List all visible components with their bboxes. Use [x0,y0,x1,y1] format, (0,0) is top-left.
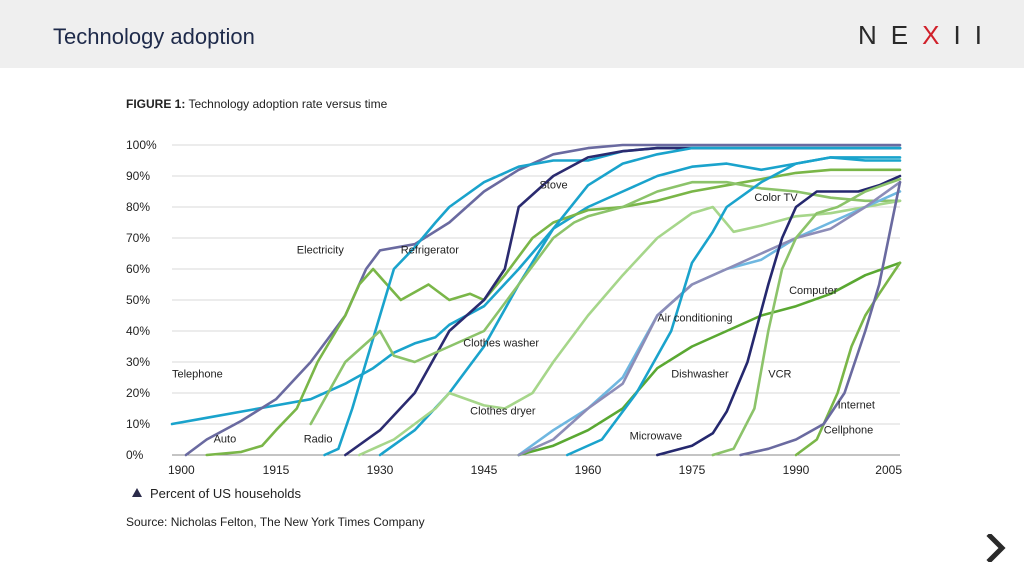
brand-x: X [922,20,954,50]
triangle-icon [132,488,142,497]
series-line-electricity [184,143,902,457]
series-label-telephone: Telephone [172,369,223,381]
brand-logo: NEXII [858,20,996,51]
series-line-auto [205,168,902,457]
x-tick-label: 1990 [783,463,810,477]
y-tick-label: 80% [126,200,150,214]
y-tick-label: 30% [126,355,150,369]
x-tick-labels: 1900 1915 1930 1945 1960 1975 1990 2005 [168,463,902,477]
series-line-computer [517,180,902,457]
series-line-dishwasher [517,261,902,457]
series-label-electricity: Electricity [297,245,345,257]
y-tick-label: 20% [126,386,150,400]
series-label-clothes-washer: Clothes washer [463,338,539,350]
series-line-refrigerator [343,146,902,457]
series-label-air-conditioning: Air conditioning [657,313,732,325]
x-tick-label: 1930 [367,463,394,477]
series-label-internet: Internet [838,400,875,412]
x-tick-label: 1900 [168,463,195,477]
series-label-computer: Computer [789,285,838,297]
series-line-stove [378,146,902,457]
y-tick-label: 90% [126,169,150,183]
series-line-vcr [711,177,902,457]
figure-label: FIGURE 1: [126,97,186,111]
y-tick-labels: 0% 10% 20% 30% 40% 50% 60% 70% 80% 90% 100% [126,138,157,462]
series-label-auto: Auto [214,434,237,446]
figure-text: Technology adoption rate versus time [188,97,388,111]
y-tick-label: 70% [126,231,150,245]
chevron-right-icon[interactable] [986,534,1008,562]
y-tick-label: 10% [126,417,150,431]
series-label-color-tv: Color TV [754,192,798,204]
series-line-cellphone [739,180,902,457]
series-line-radio [323,146,902,457]
chart-grid [172,144,900,456]
series-label-vcr: VCR [768,369,791,381]
series-line-color-tv [565,156,902,457]
x-tick-label: 1945 [471,463,498,477]
header-bar: Technology adoption NEXII [0,0,1024,68]
series-label-dishwasher: Dishwasher [671,369,729,381]
series-label-refrigerator: Refrigerator [401,245,459,257]
series-label-clothes-dryer: Clothes dryer [470,406,536,418]
series-labels: Telephone Electricity Auto Radio Refrigerato… [172,179,875,445]
x-tick-label: 1915 [263,463,290,477]
source-note: Source: Nicholas Felton, The New York Ti… [126,515,425,529]
series-line-telephone [170,156,902,426]
y-tick-label: 60% [126,262,150,276]
figure-caption: FIGURE 1: Technology adoption rate versu… [126,97,387,111]
series-label-radio: Radio [304,434,333,446]
brand-main: NE [858,20,923,50]
series-line-clothes-dryer [357,199,902,457]
y-tick-label: 40% [126,324,150,338]
y-tick-label: 50% [126,293,150,307]
series-line-clothes-washer [309,180,902,426]
y-tick-label: 100% [126,138,157,152]
x-tick-label: 1975 [679,463,706,477]
y-tick-label: 0% [126,448,144,462]
page-title: Technology adoption [53,24,255,49]
series-label-cellphone: Cellphone [824,424,874,436]
x-tick-label: 2005 [875,463,902,477]
series-label-microwave: Microwave [630,431,683,443]
series-lines [170,143,902,457]
brand-end: II [953,20,996,50]
legend-note: Percent of US households [150,486,302,501]
series-line-internet [794,261,902,457]
x-tick-label: 1960 [575,463,602,477]
series-line-microwave [655,174,902,457]
series-label-stove: Stove [539,179,567,191]
